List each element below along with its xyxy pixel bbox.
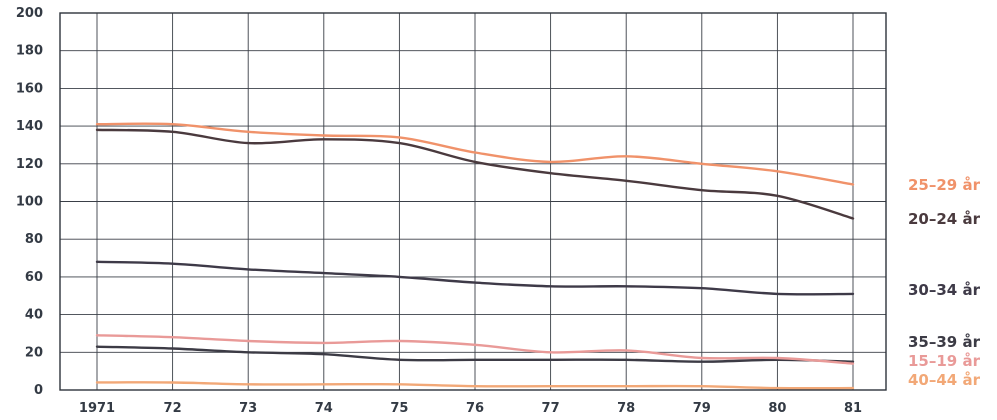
x-tick-label: 79 <box>693 401 711 416</box>
x-tick-label: 75 <box>390 401 408 416</box>
series-line-15-19 <box>95 334 855 365</box>
series-label-35-39: 35–39 år <box>908 333 981 351</box>
y-tick-label: 200 <box>16 6 43 21</box>
series-label-25-29: 25–29 år <box>908 176 981 194</box>
y-tick-label: 20 <box>25 345 43 360</box>
series-label-20-24: 20–24 år <box>908 210 981 228</box>
y-tick-label: 60 <box>25 270 43 285</box>
series-label-40-44: 40–44 år <box>908 371 981 389</box>
series-line-40-44 <box>95 381 855 390</box>
x-tick-label: 81 <box>844 401 862 416</box>
x-tick-label: 80 <box>768 401 786 416</box>
grid <box>60 13 886 390</box>
x-tick-label: 78 <box>617 401 635 416</box>
y-axis-ticks: 0 20 40 60 80 100 120 140 160 180 200 <box>16 6 43 398</box>
plot-frame <box>59 12 887 391</box>
series-lines <box>95 122 855 390</box>
series-line-20-24 <box>95 128 855 220</box>
y-tick-label: 140 <box>16 119 43 134</box>
series-line-25-29 <box>95 122 855 186</box>
x-axis-ticks: 1971 72 73 74 75 76 77 78 79 80 81 <box>79 401 862 416</box>
y-tick-label: 100 <box>16 195 43 210</box>
x-tick-label: 74 <box>315 401 333 416</box>
series-line-35-39 <box>95 345 855 363</box>
y-tick-label: 0 <box>34 383 43 398</box>
y-tick-label: 120 <box>16 157 43 172</box>
series-label-15-19: 15–19 år <box>908 352 981 370</box>
y-tick-label: 40 <box>25 308 43 323</box>
series-line-30-34 <box>95 260 855 296</box>
y-tick-label: 80 <box>25 232 43 247</box>
x-tick-label: 76 <box>466 401 484 416</box>
x-tick-label: 77 <box>542 401 560 416</box>
series-label-30-34: 30–34 år <box>908 281 981 299</box>
x-tick-label: 73 <box>239 401 257 416</box>
x-tick-label: 1971 <box>79 401 115 416</box>
y-tick-label: 160 <box>16 81 43 96</box>
x-tick-label: 72 <box>164 401 182 416</box>
y-tick-label: 180 <box>16 44 43 59</box>
